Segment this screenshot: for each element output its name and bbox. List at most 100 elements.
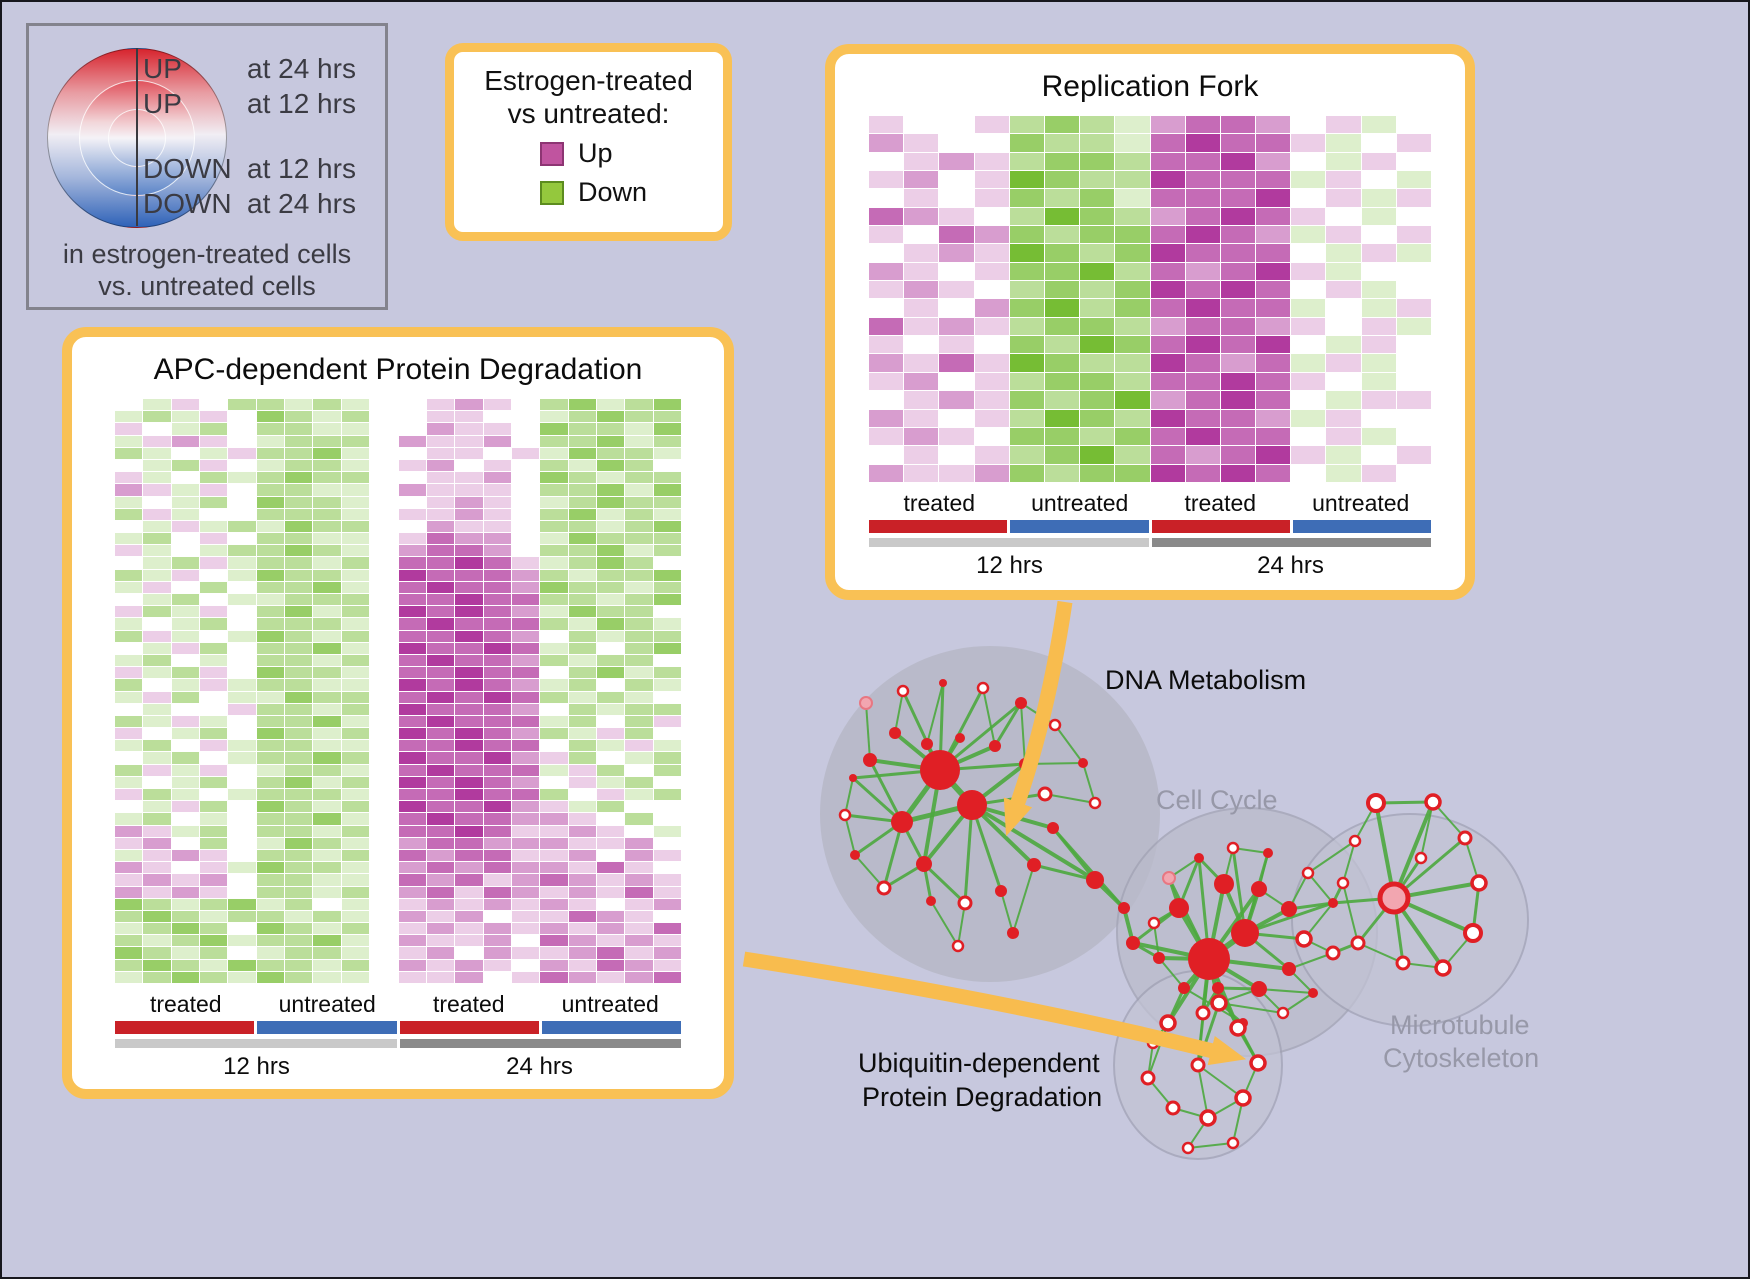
heatmap-cell <box>285 959 313 971</box>
network-edge <box>1393 881 1480 900</box>
heatmap-cell <box>398 399 426 411</box>
network-edge <box>1356 897 1396 944</box>
heatmap-cell <box>228 764 256 776</box>
heatmap-cell <box>143 667 171 679</box>
network-edge <box>939 762 1026 772</box>
heatmap-cell <box>939 391 974 409</box>
network-edge <box>1232 847 1269 854</box>
heatmap-cell <box>398 849 426 862</box>
gradient-divider-line <box>136 48 138 226</box>
heatmap-cell <box>1009 446 1044 464</box>
heatmap-cell <box>200 789 228 801</box>
heatmap-cell <box>974 134 1009 152</box>
heatmap-cell <box>568 520 596 533</box>
heatmap-cell <box>1044 446 1080 464</box>
heatmap-cell <box>426 557 455 569</box>
heatmap-cell <box>625 496 653 508</box>
heatmap-cell <box>398 545 426 557</box>
heatmap-cell <box>540 545 568 557</box>
heatmap-cell <box>1044 226 1080 244</box>
heatmap-cell <box>511 399 540 411</box>
heatmap-cell <box>625 715 653 728</box>
network-node <box>1165 1100 1181 1116</box>
heatmap-cell <box>568 959 596 971</box>
heatmap-cell <box>1396 299 1431 317</box>
heatmap-cell <box>455 935 483 947</box>
heatmap-cell <box>398 862 426 874</box>
heatmap-cell <box>341 618 370 630</box>
heatmap-cell <box>568 472 596 484</box>
heatmap-cell <box>625 606 653 618</box>
heatmap-cell <box>1115 391 1150 409</box>
heatmap-cell <box>455 667 483 679</box>
heatmap-cell <box>540 520 568 533</box>
heatmap-cell <box>426 947 455 959</box>
network-edge <box>844 814 856 856</box>
network-node <box>1027 858 1041 872</box>
heatmap-cell <box>171 862 200 874</box>
heatmap-cell <box>483 667 511 679</box>
heatmap-cell <box>869 171 904 189</box>
heatmap-cell <box>568 862 596 874</box>
heatmap-cell <box>256 874 285 886</box>
heatmap-cell <box>115 411 143 423</box>
heatmap-cell <box>1256 207 1291 226</box>
heatmap-cell <box>1396 189 1431 207</box>
heatmap-cell <box>171 728 200 740</box>
heatmap-cell <box>115 910 143 923</box>
heatmap-cell <box>143 606 171 618</box>
heatmap-cell <box>285 508 313 520</box>
heatmap-cell <box>398 764 426 776</box>
heatmap-cell <box>596 813 625 825</box>
heatmap-cell <box>540 472 568 484</box>
network-node <box>1249 1054 1267 1072</box>
heatmap-cell <box>285 472 313 484</box>
heatmap-cell <box>200 776 228 788</box>
heatmap-cell <box>483 411 511 423</box>
heatmap-cell <box>596 886 625 898</box>
heatmap-cell <box>341 728 370 740</box>
heatmap-cell <box>1009 189 1044 207</box>
heatmap-cell <box>341 667 370 679</box>
network-edge <box>970 803 1036 867</box>
heatmap-cell <box>171 959 200 971</box>
heatmap-cell <box>1009 281 1044 299</box>
heatmap-cell <box>625 484 653 496</box>
heatmap-cell <box>285 411 313 423</box>
heatmap-cell <box>596 849 625 862</box>
heatmap-cell <box>426 618 455 630</box>
heatmap-cell <box>939 299 974 317</box>
heatmap-cell <box>1220 446 1256 464</box>
heatmap-cell <box>115 667 143 679</box>
heatmap-cell <box>171 606 200 618</box>
heatmap-cell <box>653 910 681 923</box>
heatmap-cell <box>426 971 455 983</box>
heatmap-cell <box>285 606 313 618</box>
heatmap-cell <box>1009 409 1044 427</box>
heatmap-cell <box>228 411 256 423</box>
heatmap-cell <box>568 484 596 496</box>
heatmap-cell <box>143 849 171 862</box>
heatmap-cell <box>596 667 625 679</box>
condition-bar <box>257 1021 397 1034</box>
heatmap-cell <box>341 606 370 618</box>
heatmap-cell <box>596 862 625 874</box>
heatmap-cell <box>171 508 200 520</box>
heatmap-cell <box>143 496 171 508</box>
heatmap-cell <box>653 898 681 910</box>
heatmap-cell <box>974 372 1009 391</box>
legend-direction: UP <box>143 88 182 119</box>
heatmap-cell <box>869 152 904 171</box>
heatmap-cell <box>341 691 370 703</box>
heatmap-cell <box>483 399 511 411</box>
heatmap-cell <box>1080 427 1115 446</box>
network-edge <box>1082 762 1096 804</box>
heatmap-cell <box>1220 372 1256 391</box>
heatmap-cell <box>341 898 370 910</box>
network-edge <box>900 821 926 865</box>
heatmap-cell <box>1185 446 1220 464</box>
heatmap-cell <box>1326 409 1361 427</box>
heatmap-cell <box>341 411 370 423</box>
color-key-item-up: Up <box>540 138 723 169</box>
heatmap-cell <box>455 496 483 508</box>
